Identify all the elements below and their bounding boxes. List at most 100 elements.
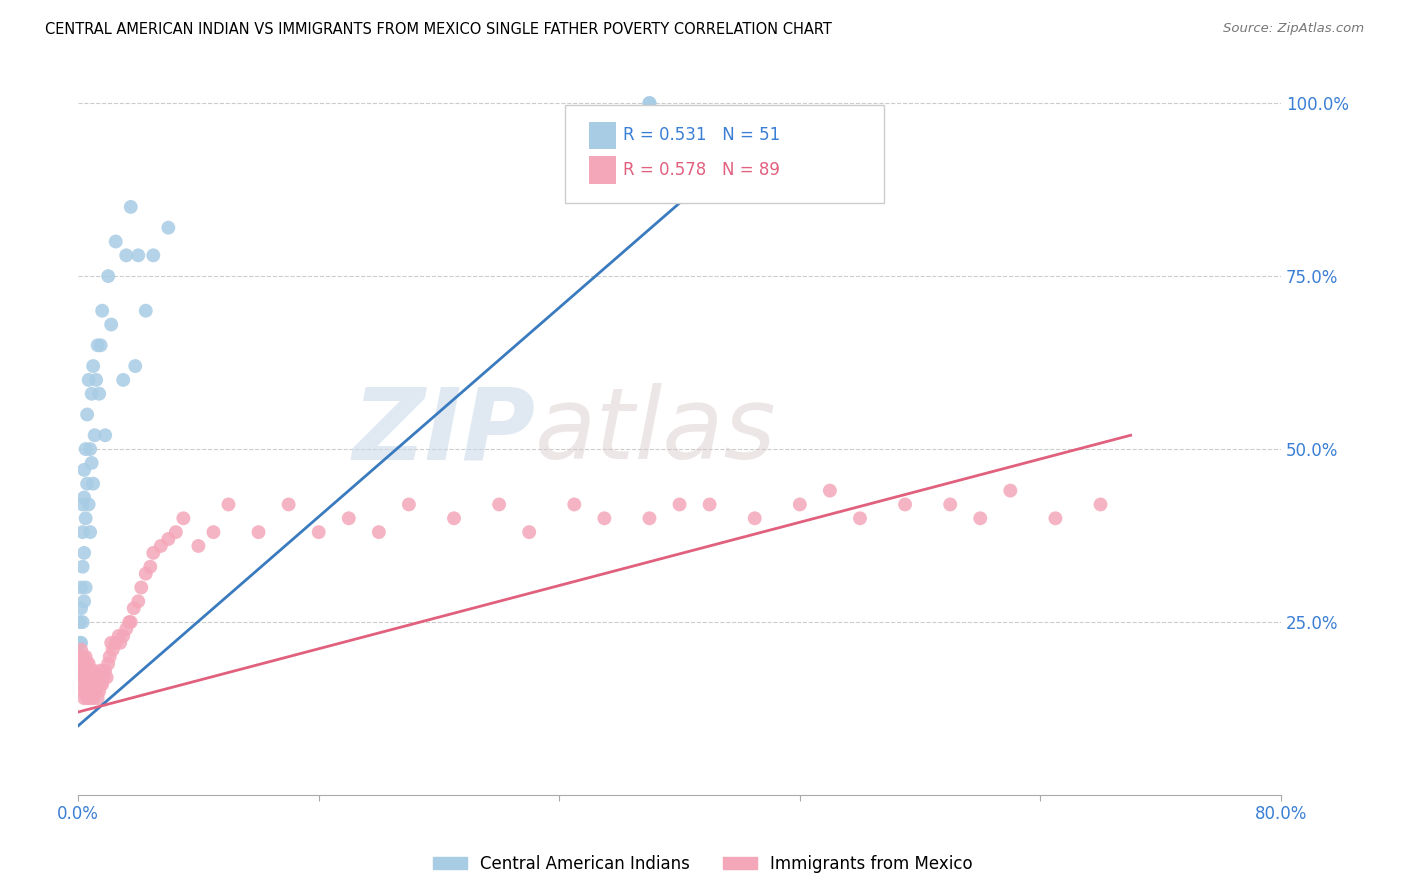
Point <box>90 664 112 678</box>
Point <box>127 248 149 262</box>
Point <box>593 511 616 525</box>
Point <box>517 525 540 540</box>
Point <box>91 677 114 691</box>
Point <box>247 525 270 540</box>
Point <box>76 691 98 706</box>
Point <box>638 96 661 111</box>
Point <box>94 428 117 442</box>
Point <box>94 664 117 678</box>
Point <box>69 670 91 684</box>
Point <box>72 559 94 574</box>
Point <box>76 476 98 491</box>
Point <box>157 532 180 546</box>
Point <box>104 636 127 650</box>
Point <box>72 525 94 540</box>
Point <box>120 615 142 629</box>
Point <box>72 615 94 629</box>
Text: Source: ZipAtlas.com: Source: ZipAtlas.com <box>1223 22 1364 36</box>
Point <box>112 629 135 643</box>
Point <box>80 386 103 401</box>
Point <box>73 491 96 505</box>
Point <box>107 629 129 643</box>
Point <box>818 483 841 498</box>
Text: R = 0.531   N = 51: R = 0.531 N = 51 <box>623 127 780 145</box>
Point <box>69 649 91 664</box>
Point <box>115 622 138 636</box>
Point <box>744 511 766 525</box>
Point <box>135 303 157 318</box>
Point <box>367 525 389 540</box>
Point <box>82 691 104 706</box>
Point <box>202 525 225 540</box>
Point <box>73 463 96 477</box>
Point <box>76 677 98 691</box>
Point <box>84 670 107 684</box>
Point <box>699 498 721 512</box>
Bar <box>589 121 616 149</box>
Point <box>443 511 465 525</box>
Point <box>82 476 104 491</box>
Point <box>80 456 103 470</box>
Point <box>75 684 97 698</box>
Point <box>70 581 93 595</box>
Point <box>79 691 101 706</box>
Point <box>73 691 96 706</box>
Point <box>104 235 127 249</box>
Point <box>79 664 101 678</box>
Point <box>75 581 97 595</box>
Point <box>82 677 104 691</box>
Point <box>86 670 108 684</box>
Point <box>172 511 194 525</box>
Point <box>139 559 162 574</box>
Point <box>79 677 101 691</box>
Point <box>80 684 103 698</box>
Point <box>96 670 118 684</box>
Point <box>70 636 93 650</box>
Point <box>86 691 108 706</box>
Point <box>70 601 93 615</box>
Point <box>849 511 872 525</box>
Point <box>89 684 111 698</box>
Point <box>77 684 100 698</box>
Bar <box>589 156 616 184</box>
Point <box>83 428 105 442</box>
Point <box>97 657 120 671</box>
Text: CENTRAL AMERICAN INDIAN VS IMMIGRANTS FROM MEXICO SINGLE FATHER POVERTY CORRELAT: CENTRAL AMERICAN INDIAN VS IMMIGRANTS FR… <box>45 22 832 37</box>
Point <box>72 649 94 664</box>
Point <box>112 373 135 387</box>
Point <box>488 498 510 512</box>
Point <box>969 511 991 525</box>
Point <box>83 684 105 698</box>
Point <box>1000 483 1022 498</box>
Point <box>73 546 96 560</box>
Point <box>73 594 96 608</box>
Point <box>79 442 101 456</box>
Point <box>77 498 100 512</box>
Point <box>894 498 917 512</box>
Point <box>165 525 187 540</box>
Point <box>77 670 100 684</box>
Point <box>73 657 96 671</box>
Point <box>939 498 962 512</box>
Point <box>187 539 209 553</box>
Point <box>100 318 122 332</box>
Point <box>129 581 152 595</box>
Point <box>72 684 94 698</box>
Point <box>789 498 811 512</box>
Point <box>69 649 91 664</box>
Point <box>1090 498 1112 512</box>
Point <box>120 200 142 214</box>
Point <box>79 525 101 540</box>
FancyBboxPatch shape <box>565 105 884 203</box>
Point <box>97 269 120 284</box>
Point <box>668 498 690 512</box>
Point <box>75 649 97 664</box>
Text: R = 0.578   N = 89: R = 0.578 N = 89 <box>623 161 780 179</box>
Point <box>157 220 180 235</box>
Point <box>124 359 146 373</box>
Point <box>73 670 96 684</box>
Point <box>217 498 239 512</box>
Point <box>75 511 97 525</box>
Point <box>135 566 157 581</box>
Point <box>110 636 132 650</box>
